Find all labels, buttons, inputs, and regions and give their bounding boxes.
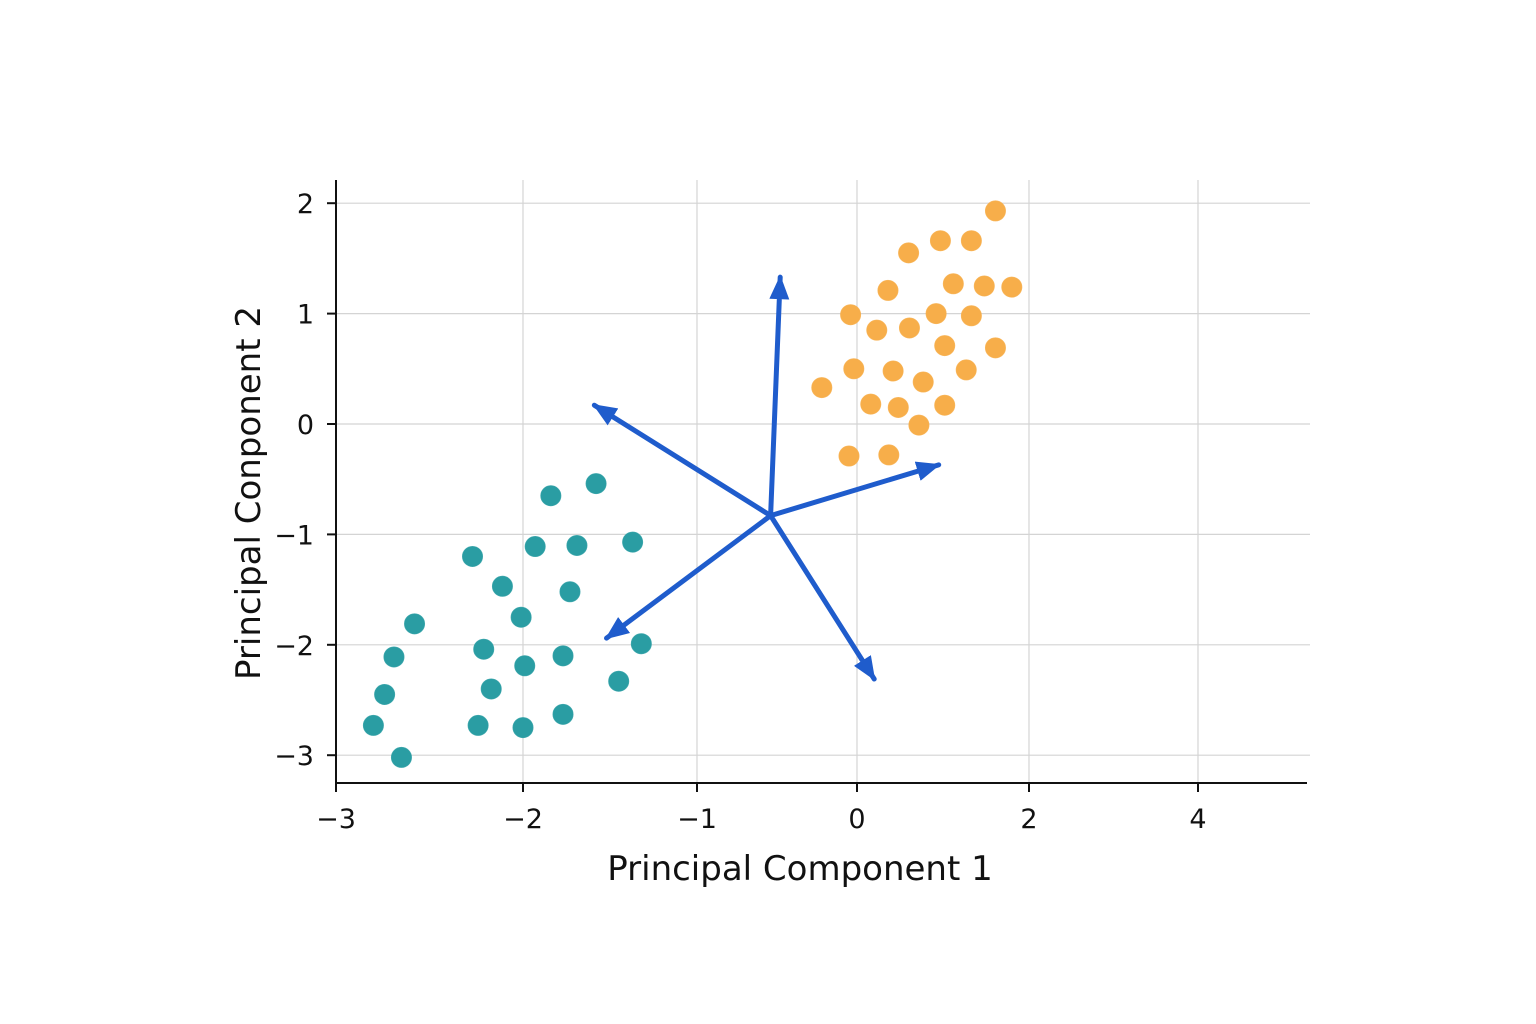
loading-vectors (591, 274, 942, 682)
data-point (882, 360, 904, 382)
x-tick-label: 0 (848, 804, 865, 835)
data-point (925, 303, 947, 325)
data-point (630, 633, 652, 655)
y-tick-label: −1 (274, 520, 314, 551)
data-point (480, 678, 502, 700)
scatter-series (362, 200, 1023, 768)
x-tick-label: −3 (316, 804, 356, 835)
data-point (984, 200, 1006, 222)
data-point (811, 377, 833, 399)
data-point (622, 531, 644, 553)
data-point (512, 717, 534, 739)
data-point (955, 359, 977, 381)
data-point (566, 534, 588, 556)
y-tick-label: 2 (297, 189, 314, 220)
y-tick-label: −2 (274, 631, 314, 662)
data-point (934, 394, 956, 416)
x-tick-label: 2 (1020, 804, 1037, 835)
data-point (908, 414, 930, 436)
data-point (552, 703, 574, 725)
y-tick-label: 0 (297, 410, 314, 441)
data-point (838, 445, 860, 467)
grid-lines (336, 180, 1310, 783)
data-point (585, 473, 607, 495)
data-point (462, 545, 484, 567)
data-point (960, 305, 982, 327)
x-axis-ticks: −3 −2 −1 0 2 4 (316, 783, 1207, 835)
y-axis-title: Principal Conponent 2 (229, 306, 269, 680)
loading-vector-arrow (591, 402, 774, 519)
x-axis-title: Principal Component 1 (607, 849, 993, 889)
series-1 (362, 473, 652, 768)
x-tick-label: −2 (503, 804, 543, 835)
x-tick-label: 4 (1189, 804, 1206, 835)
data-point (878, 444, 900, 466)
data-point (912, 371, 934, 393)
y-axis-ticks: 2 1 0 −1 −2 −3 (274, 189, 336, 772)
y-tick-label: 1 (297, 300, 314, 331)
data-point (860, 393, 882, 415)
data-point (473, 638, 495, 660)
data-point (960, 230, 982, 252)
data-point (383, 646, 405, 668)
x-tick-label: −1 (677, 804, 717, 835)
data-point (552, 645, 574, 667)
data-point (404, 613, 426, 635)
y-tick-label: −3 (274, 741, 314, 772)
data-point (929, 230, 951, 252)
data-point (898, 242, 920, 264)
loading-vector-arrow (604, 513, 774, 641)
data-point (934, 335, 956, 357)
data-point (898, 317, 920, 339)
series-2 (811, 200, 1023, 467)
data-point (524, 536, 546, 558)
data-point (843, 358, 865, 380)
data-point (540, 485, 562, 507)
data-point (514, 655, 536, 677)
data-point (362, 714, 384, 736)
data-point (559, 581, 581, 603)
data-point (887, 396, 909, 418)
data-point (984, 337, 1006, 359)
data-point (608, 670, 630, 692)
data-point (1001, 276, 1023, 298)
data-point (510, 606, 532, 628)
data-point (390, 746, 412, 768)
data-point (866, 319, 888, 341)
data-point (491, 575, 513, 597)
data-point (467, 714, 489, 736)
data-point (840, 304, 862, 326)
loading-vector-arrow (768, 461, 942, 519)
data-point (942, 273, 964, 295)
data-point (877, 279, 899, 301)
data-point (973, 275, 995, 297)
data-point (374, 683, 396, 705)
loading-vector-arrow (768, 513, 877, 682)
loading-vector-arrow (768, 274, 790, 519)
